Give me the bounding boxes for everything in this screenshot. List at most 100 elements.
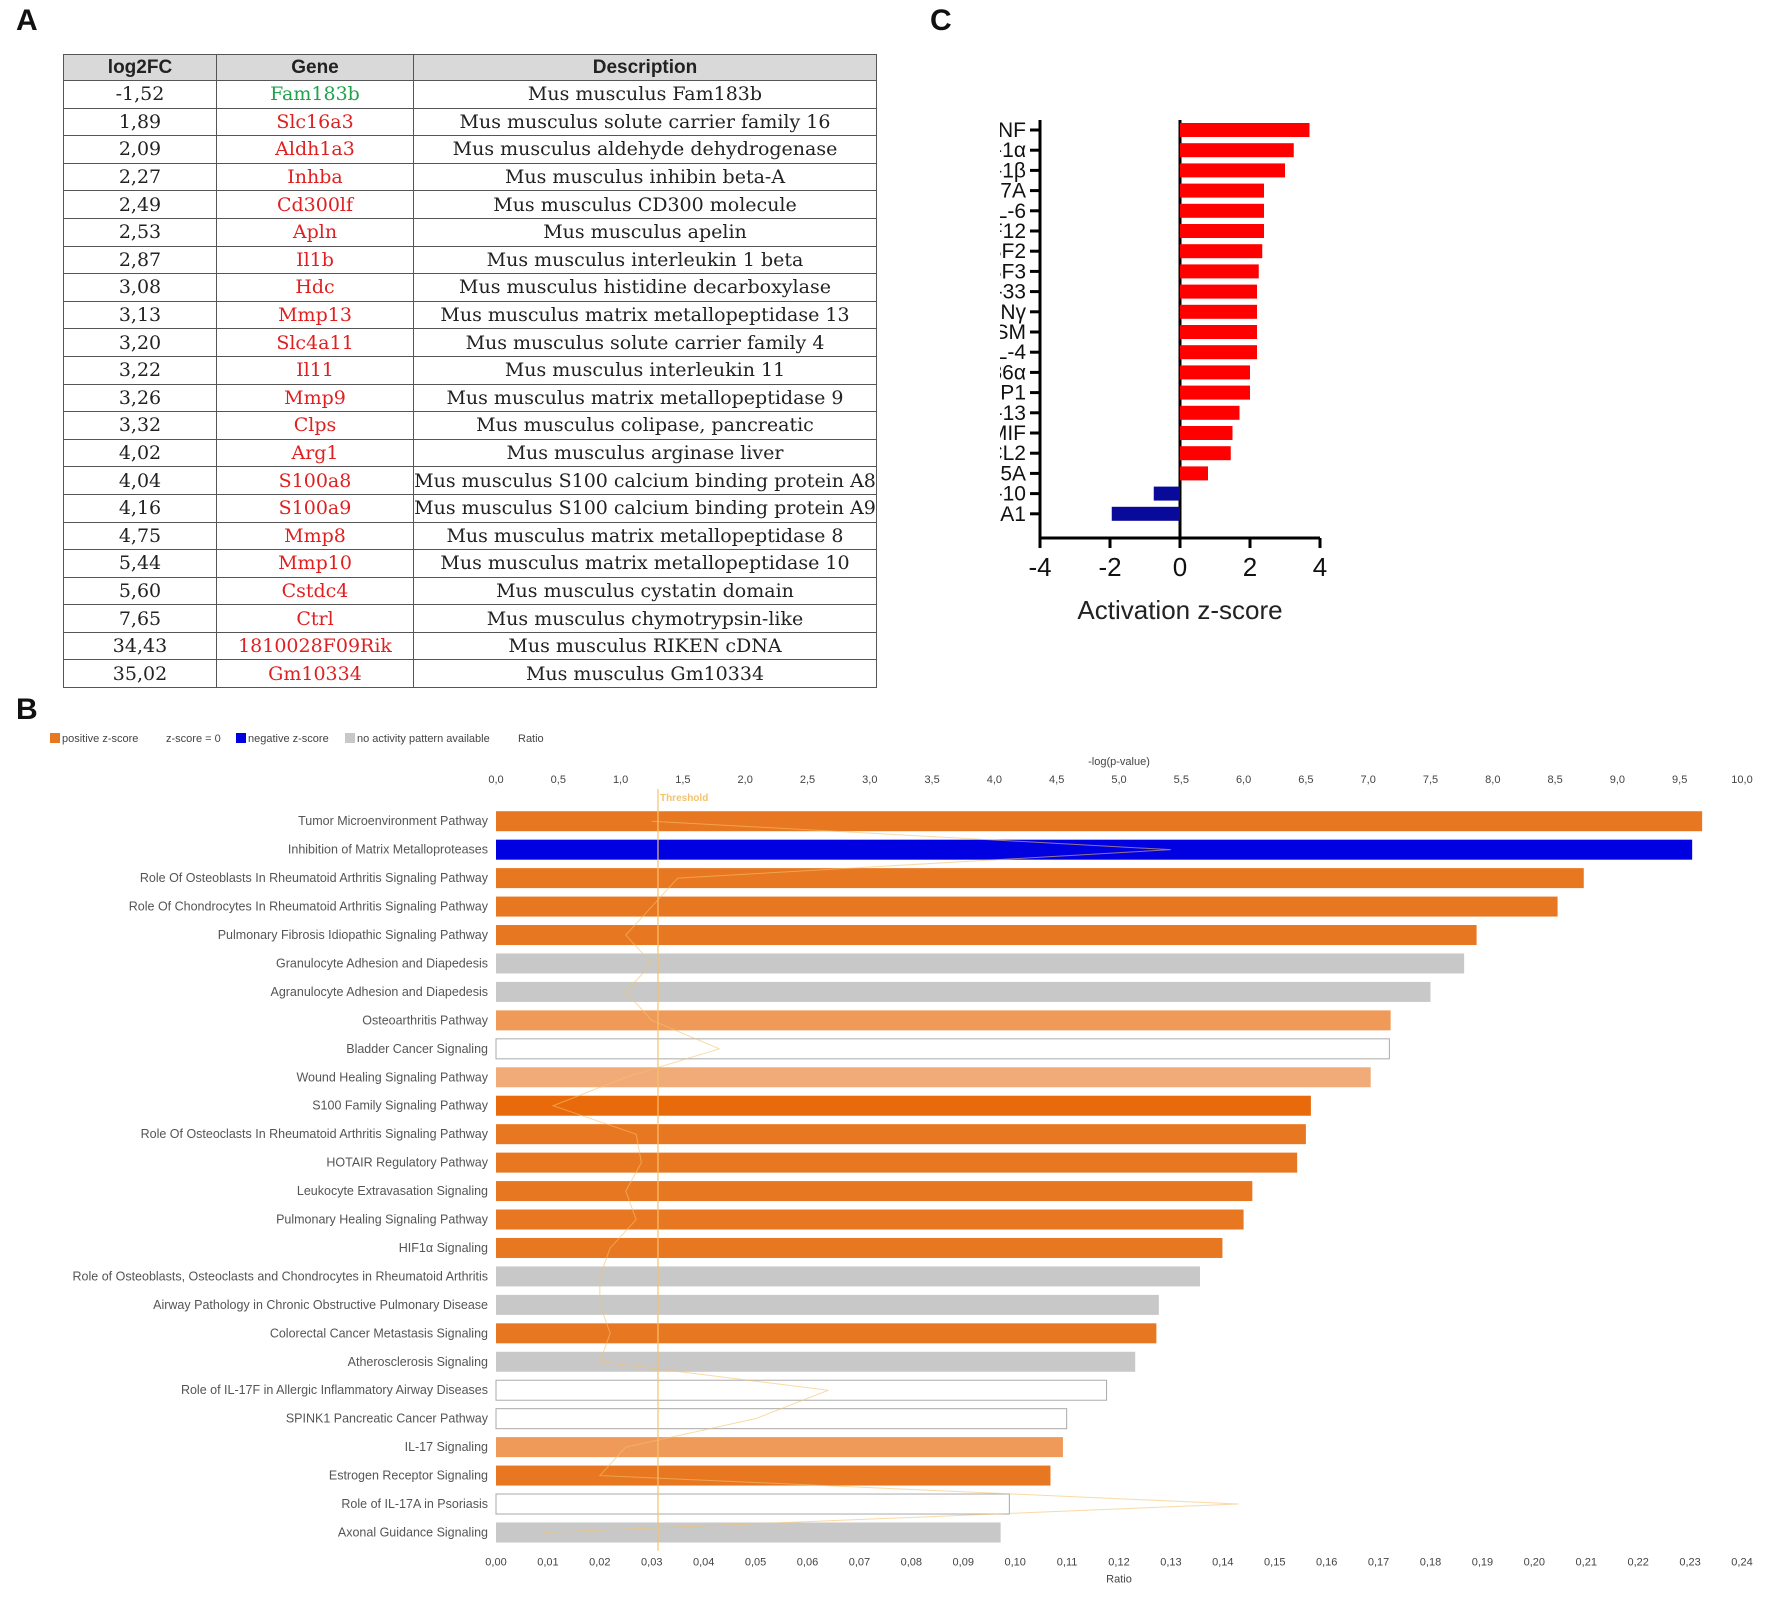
x-tick-label: 0: [1173, 552, 1187, 582]
header-log2fc: log2FC: [63, 54, 217, 81]
table-row: 2,53 Apln Mus musculus apelin: [63, 217, 877, 247]
log2fc-cell: 5,44: [63, 549, 217, 578]
bar: [496, 896, 1558, 917]
pathway-label: Role Of Chondrocytes In Rheumatoid Arthr…: [129, 900, 489, 914]
ratio-tick-label: 0,07: [849, 1557, 870, 1569]
bar: [495, 1493, 1010, 1515]
table-row: 35,02 Gm10334 Mus musculus Gm10334: [63, 659, 877, 689]
table-row: 7,65 Ctrl Mus musculus chymotrypsin-like: [63, 604, 877, 633]
pathway-chart: positive z-score z-score = 0 negative z-sc…: [50, 733, 1753, 1586]
gene-table: log2FC Gene Description -1,52 Fam183b Mus …: [63, 54, 877, 689]
category-label: WNT5A: [1000, 462, 1026, 485]
bar: [1180, 203, 1264, 218]
log2fc-cell: 5,60: [63, 576, 217, 606]
pathway-label: Wound Healing Signaling Pathway: [296, 1070, 488, 1084]
description-cell: Mus musculus matrix metallopeptidase 8: [413, 521, 877, 551]
top-tick-label: 0,0: [488, 774, 503, 786]
ratio-tick-label: 0,13: [1160, 1557, 1181, 1569]
log2fc-cell: 4,75: [63, 521, 217, 551]
bar: [496, 1237, 1223, 1258]
bar: [1180, 405, 1240, 420]
top-tick-label: 7,0: [1361, 774, 1376, 786]
category-label: CCL2: [1000, 442, 1026, 465]
description-cell: Mus musculus interleukin 11: [413, 355, 877, 385]
top-tick-label: 1,5: [675, 774, 690, 786]
ratio-tick-label: 0,14: [1212, 1557, 1233, 1569]
category-label: IL-1β: [1000, 159, 1026, 182]
gene-table-header: log2FC Gene Description: [63, 54, 877, 81]
top-tick-label: 10,0: [1731, 774, 1752, 786]
gene-cell: Aldh1a3: [216, 135, 414, 164]
bar: [496, 839, 1693, 860]
gene-cell: Slc16a3: [216, 107, 414, 137]
table-row: -1,52 Fam183b Mus musculus Fam183b: [63, 80, 877, 109]
bar: [1111, 506, 1180, 521]
description-cell: Mus musculus S100 calcium binding protei…: [413, 466, 877, 495]
top-tick-label: 0,5: [551, 774, 566, 786]
category-label: IL-6: [1000, 200, 1026, 223]
top-tick-label: 4,0: [987, 774, 1002, 786]
category-label: IFNγ: [1000, 301, 1026, 324]
pathway-label: Pulmonary Healing Signaling Pathway: [276, 1213, 489, 1227]
pathway-label: Role of IL-17F in Allergic Inflammatory …: [181, 1383, 488, 1397]
ratio-tick-label: 0,23: [1679, 1557, 1700, 1569]
x-tick-label: 4: [1313, 552, 1327, 582]
category-label: IL-17A: [1000, 180, 1026, 203]
description-cell: Mus musculus Fam183b: [413, 80, 877, 109]
ratio-axis-label: Ratio: [1106, 1574, 1132, 1586]
pathway-label: Estrogen Receptor Signaling: [329, 1469, 488, 1483]
gene-cell: Cstdc4: [216, 576, 414, 606]
gene-cell: Inhba: [216, 162, 414, 192]
log2fc-cell: 2,09: [63, 135, 217, 164]
top-tick-label: 5,0: [1111, 774, 1126, 786]
bar: [496, 1209, 1244, 1230]
bar: [496, 925, 1477, 946]
bar: [1153, 486, 1180, 501]
pathway-label: Leukocyte Extravasation Signaling: [297, 1184, 488, 1198]
header-description: Description: [413, 54, 877, 81]
top-tick-label: 7,5: [1423, 774, 1438, 786]
bar: [1180, 385, 1250, 400]
pathway-label: HIF1α Signaling: [399, 1241, 488, 1255]
pathway-label: SPINK1 Pancreatic Cancer Pathway: [286, 1412, 489, 1426]
legend-positive-swatch: [50, 733, 60, 743]
category-label: CSF3: [1000, 260, 1026, 283]
gene-cell: Cd300lf: [216, 190, 414, 219]
x-tick-label: -4: [1028, 552, 1051, 582]
bar: [1180, 123, 1310, 137]
category-label: SPP1: [1000, 382, 1026, 405]
log2fc-cell: 1,89: [63, 107, 217, 137]
pathway-label: Bladder Cancer Signaling: [346, 1042, 488, 1056]
category-label: IL-1α: [1000, 139, 1026, 162]
pathway-label: Tumor Microenvironment Pathway: [298, 814, 489, 828]
bar: [495, 1408, 1068, 1430]
gene-cell: Mmp9: [216, 383, 414, 413]
description-cell: Mus musculus chymotrypsin-like: [413, 604, 877, 633]
description-cell: Mus musculus histidine decarboxylase: [413, 273, 877, 302]
bar: [496, 1266, 1200, 1287]
x-tick-label: 2: [1243, 552, 1257, 582]
log2fc-cell: 3,08: [63, 273, 217, 302]
ratio-tick-label: 0,18: [1420, 1557, 1441, 1569]
category-label: TNF: [1000, 119, 1026, 142]
pathway-label: Axonal Guidance Signaling: [338, 1525, 488, 1539]
bar: [496, 811, 1703, 832]
top-tick-label: 8,5: [1547, 774, 1562, 786]
pathway-label: Role of IL-17A in Psoriasis: [341, 1497, 488, 1511]
table-row: 5,60 Cstdc4 Mus musculus cystatin domain: [63, 576, 877, 606]
bar: [496, 1294, 1159, 1315]
category-label: IL-33: [1000, 281, 1026, 304]
gene-table-body: -1,52 Fam183b Mus musculus Fam183b 1,89 Slc1…: [63, 80, 877, 689]
table-row: 2,87 Il1b Mus musculus interleukin 1 beta: [63, 245, 877, 275]
top-tick-label: 4,5: [1049, 774, 1064, 786]
bar: [1180, 304, 1257, 319]
bar: [496, 1067, 1371, 1088]
pathway-label: Airway Pathology in Chronic Obstructive …: [153, 1298, 488, 1312]
top-tick-label: 2,5: [800, 774, 815, 786]
gene-cell: Ctrl: [216, 604, 414, 633]
log2fc-cell: -1,52: [63, 80, 217, 109]
gene-cell: S100a9: [216, 493, 414, 523]
bar: [1180, 426, 1233, 440]
table-row: 3,13 Mmp13 Mus musculus matrix metallopept…: [63, 300, 877, 330]
table-row: 3,20 Slc4a11 Mus musculus solute carrier f…: [63, 328, 877, 357]
